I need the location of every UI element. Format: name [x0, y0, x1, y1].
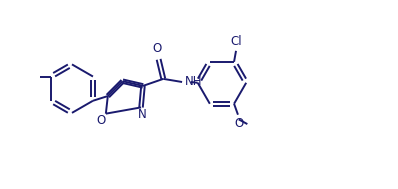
Text: NH: NH — [185, 75, 202, 88]
Text: O: O — [234, 117, 243, 130]
Text: Cl: Cl — [230, 35, 242, 48]
Text: O: O — [97, 114, 106, 127]
Text: N: N — [137, 108, 146, 121]
Text: O: O — [152, 42, 162, 55]
